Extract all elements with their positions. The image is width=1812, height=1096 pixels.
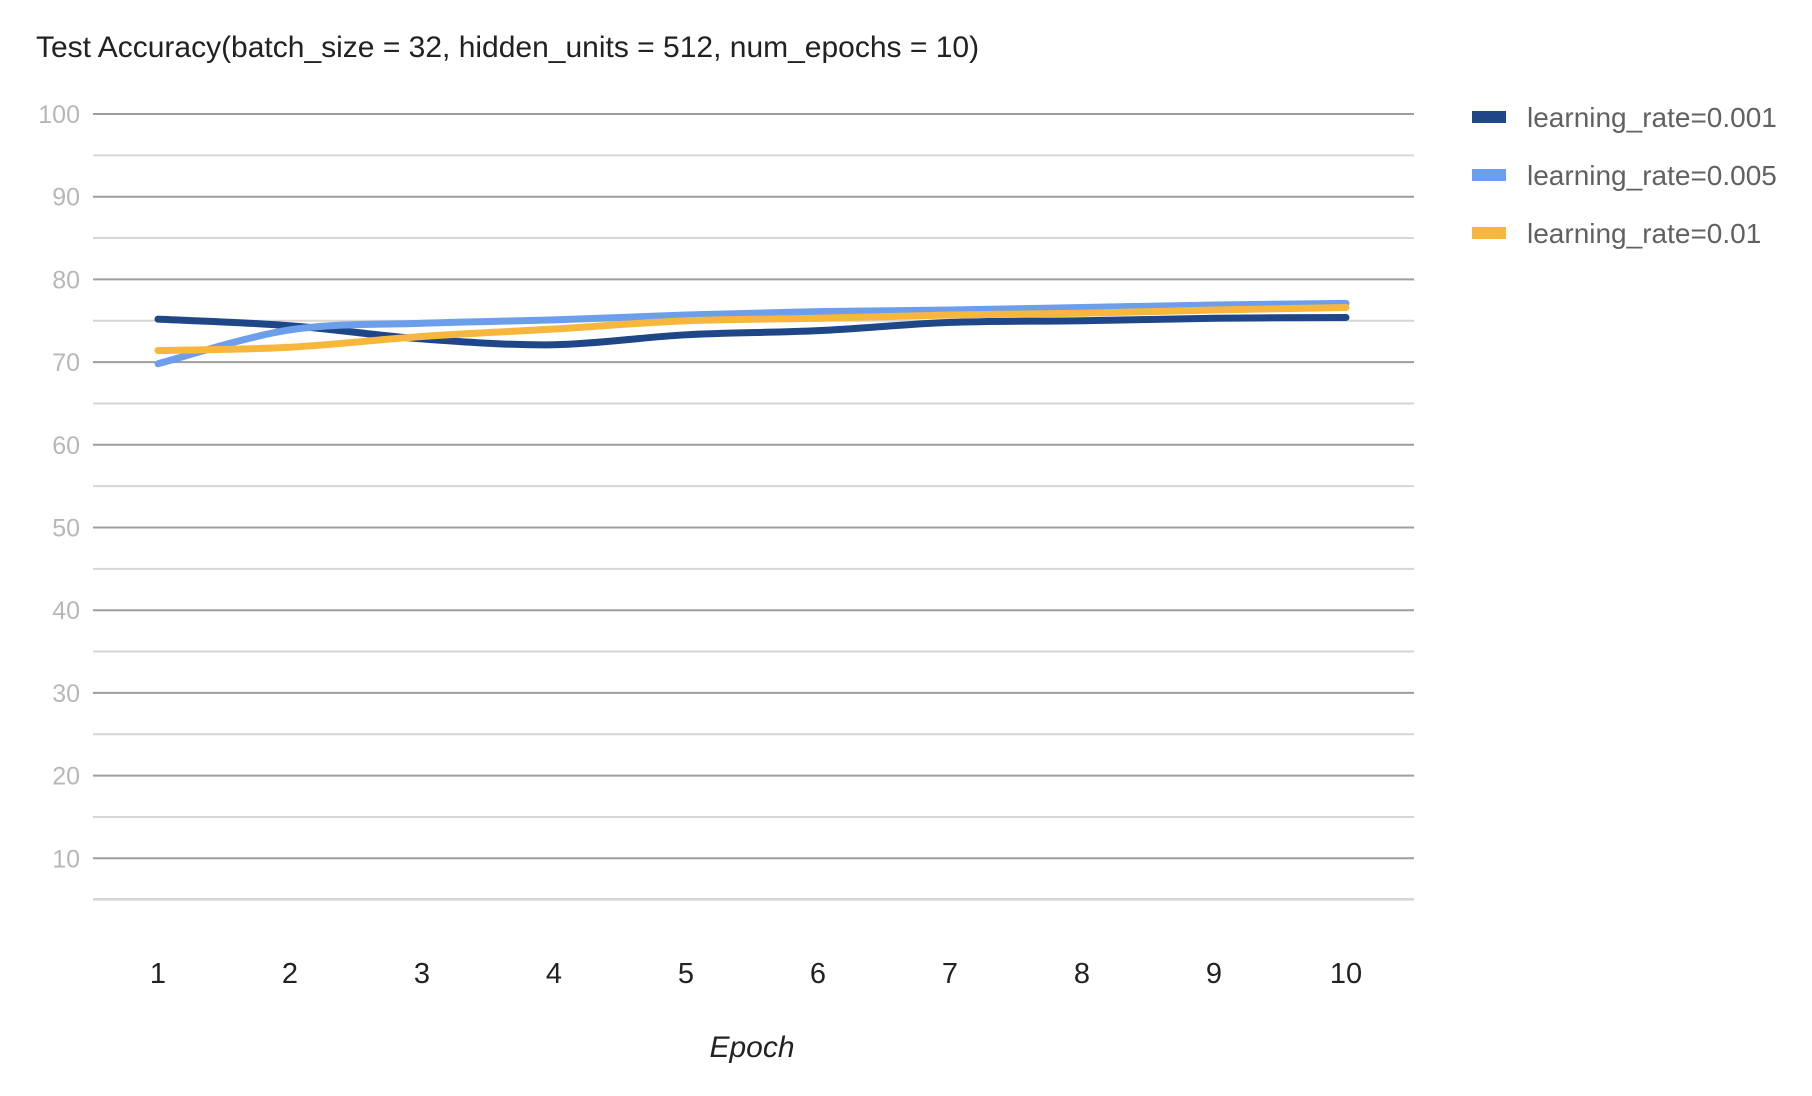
legend-label: learning_rate=0.01 [1527,218,1761,249]
legend-swatch [1472,227,1506,239]
x-axis-label: Epoch [709,1031,794,1064]
legend-label: learning_rate=0.005 [1527,160,1777,191]
x-tick-label: 6 [810,958,826,990]
x-tick-label: 7 [942,958,958,990]
legend-label: learning_rate=0.001 [1527,102,1777,133]
series-line-2 [154,299,1350,368]
x-tick-label: 2 [282,958,298,990]
x-tick-label: 4 [546,958,562,990]
y-tick-label: 100 [38,101,80,129]
x-tick-label: 1 [150,958,166,990]
x-tick-label: 3 [414,958,430,990]
y-tick-label: 20 [52,763,80,791]
y-tick-label: 70 [52,349,80,377]
legend: learning_rate=0.001 learning_rate=0.005le… [1472,102,1777,249]
x-tick-label: 9 [1206,958,1222,990]
x-tick-label: 5 [678,958,694,990]
chart-title: Test Accuracy(batch_size = 32, hidden_un… [36,31,979,64]
legend-swatch [1472,169,1506,181]
series-line-3 [154,304,1350,355]
y-axis-ticks: 10 20 30 40 50 60 70 80 90 100 [38,101,80,873]
legend-swatch [1472,111,1506,123]
y-tick-label: 80 [52,266,80,294]
y-tick-label: 40 [52,597,80,625]
grid-lines [93,113,1414,901]
y-tick-label: 30 [52,680,80,708]
y-tick-label: 10 [52,845,80,873]
y-tick-label: 90 [52,184,80,212]
series-line-1 [154,313,1350,349]
y-tick-label: 50 [52,515,80,543]
series-lines [154,299,1350,368]
y-tick-label: 60 [52,432,80,460]
x-axis-ticks: 1 2 3 4 5 6 7 8 9 10 [150,958,1362,990]
x-tick-label: 8 [1074,958,1090,990]
x-tick-label: 10 [1330,958,1362,990]
